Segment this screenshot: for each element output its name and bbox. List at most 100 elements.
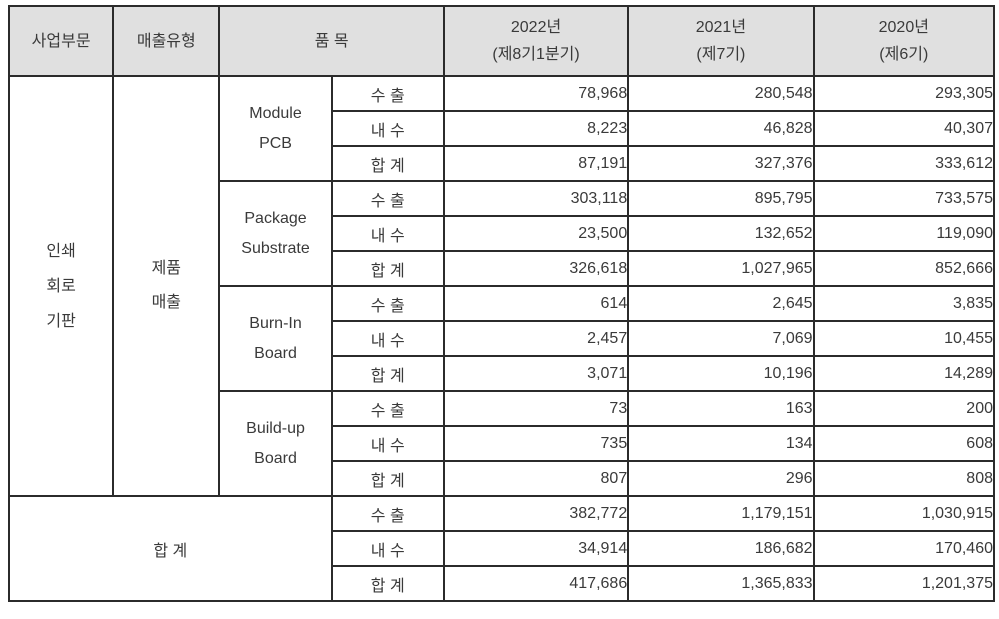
value-2022: 382,772 [442,495,630,532]
row-label-domestic: 내 수 [330,530,445,567]
row-label-export: 수 출 [330,495,445,532]
value-2020: 40,307 [812,110,996,147]
value-2022: 3,071 [442,355,630,392]
row-label-export: 수 출 [330,390,445,427]
value-2022: 2,457 [442,320,630,357]
value-2020: 10,455 [812,320,996,357]
row-label-domestic: 내 수 [330,320,445,357]
value-2022: 23,500 [442,215,630,252]
table-row: 인쇄 회로 기판 제품 매출 Module PCB 수 출 78,968 280… [7,75,996,497]
header-cell-business-division: 사업부문 [7,5,115,77]
value-2020: 733,575 [812,180,996,217]
year-label: 2022년 [510,19,562,36]
value-2022: 614 [442,285,630,322]
year-label: 2021년 [695,19,747,36]
value-2020: 333,612 [812,145,996,182]
cell-business-division: 인쇄 회로 기판 [7,75,115,497]
value-2022: 87,191 [442,145,630,182]
table-row: 내 수 2,457 7,069 10,455 [9,320,996,357]
table-row: 내 수 8,223 46,828 40,307 [9,110,996,147]
cell-item-burn-in-board: Burn-In Board [218,285,333,392]
cell-sales-type: 제품 매출 [112,75,221,497]
value-2021: 46,828 [627,110,815,147]
value-2020: 852,666 [812,250,996,287]
row-label-domestic: 내 수 [330,110,445,147]
row-label-subtotal: 합 계 [330,250,445,287]
row-label-subtotal: 합 계 [330,355,445,392]
row-label-subtotal: 합 계 [330,565,445,602]
cell-item-module-pcb: Module PCB [218,75,333,182]
value-2021: 132,652 [627,215,815,252]
period-label: (제7기) [696,46,746,63]
value-2022: 78,968 [442,75,630,112]
table-row: Package Substrate 수 출 303,118 895,795 73… [9,180,996,287]
value-2022: 326,618 [442,250,630,287]
value-2020: 1,030,915 [812,495,996,532]
value-2020: 3,835 [812,285,996,322]
header-cell-2022: 2022년 (제8기1분기) [442,5,630,77]
division-line: 회로 [46,277,76,295]
table-row: 합 계 807 296 808 [9,460,996,497]
item-line: Build-up [246,419,305,437]
table-row: 합 계 326,618 1,027,965 852,666 [9,250,996,287]
value-2021: 1,027,965 [627,250,815,287]
header-cell-2020: 2020년 (제6기) [812,5,996,77]
value-2021: 10,196 [627,355,815,392]
value-2021: 895,795 [627,180,815,217]
value-2021: 2,645 [627,285,815,322]
value-2020: 119,090 [812,215,996,252]
value-2022: 303,118 [442,180,630,217]
table-row: 합 계 3,071 10,196 14,289 [9,355,996,392]
period-label: (제8기1분기) [492,46,580,63]
table-row: 내 수 735 134 608 [9,425,996,462]
row-label-domestic: 내 수 [330,425,445,462]
value-2022: 34,914 [442,530,630,567]
value-2020: 293,305 [812,75,996,112]
table-row: 내 수 34,914 186,682 170,460 [9,530,996,567]
value-2021: 1,365,833 [627,565,815,602]
value-2020: 200 [812,390,996,427]
sales-type-line: 매출 [151,294,182,311]
cell-item-build-up-board: Build-up Board [218,390,333,497]
value-2021: 163 [627,390,815,427]
table-row: 내 수 23,500 132,652 119,090 [9,215,996,252]
item-line: Module [249,104,302,122]
value-2020: 14,289 [812,355,996,392]
item-line: Package [244,209,307,227]
item-line: Board [254,344,297,362]
table-row: 합 계 417,686 1,365,833 1,201,375 [9,565,996,602]
value-2022: 417,686 [442,565,630,602]
value-2021: 134 [627,425,815,462]
value-2020: 1,201,375 [812,565,996,602]
table-row: 합 계 수 출 382,772 1,179,151 1,030,915 [8,495,996,602]
sales-type-line: 제품 [151,260,182,277]
value-2021: 1,179,151 [627,495,815,532]
period-label: (제6기) [879,46,929,63]
row-label-subtotal: 합 계 [330,460,445,497]
value-2020: 170,460 [812,530,996,567]
row-label-export: 수 출 [330,75,445,112]
header-row: 사업부문 매출유형 품 목 2022년 (제8기1분기) 2021년 (제7기)… [7,5,996,77]
header-cell-item: 품 목 [218,5,445,77]
value-2022: 807 [442,460,630,497]
value-2021: 327,376 [627,145,815,182]
row-label-export: 수 출 [330,180,445,217]
division-line: 기판 [46,312,76,330]
table-row: Build-up Board 수 출 73 163 200 [9,390,996,497]
item-line: Burn-In [249,314,302,332]
value-2020: 808 [812,460,996,497]
row-label-domestic: 내 수 [330,215,445,252]
value-2021: 7,069 [627,320,815,357]
value-2021: 280,548 [627,75,815,112]
row-label-export: 수 출 [330,285,445,322]
item-line: Board [254,449,297,467]
row-label-subtotal: 합 계 [330,145,445,182]
value-2022: 73 [442,390,630,427]
value-2022: 8,223 [442,110,630,147]
table-row: Burn-In Board 수 출 614 2,645 3,835 [9,285,996,392]
header-cell-sales-type: 매출유형 [112,5,221,77]
division-line: 인쇄 [46,242,76,260]
cell-grand-total-label: 합 계 [8,495,333,602]
item-line: PCB [259,134,292,152]
year-label: 2020년 [878,19,929,36]
